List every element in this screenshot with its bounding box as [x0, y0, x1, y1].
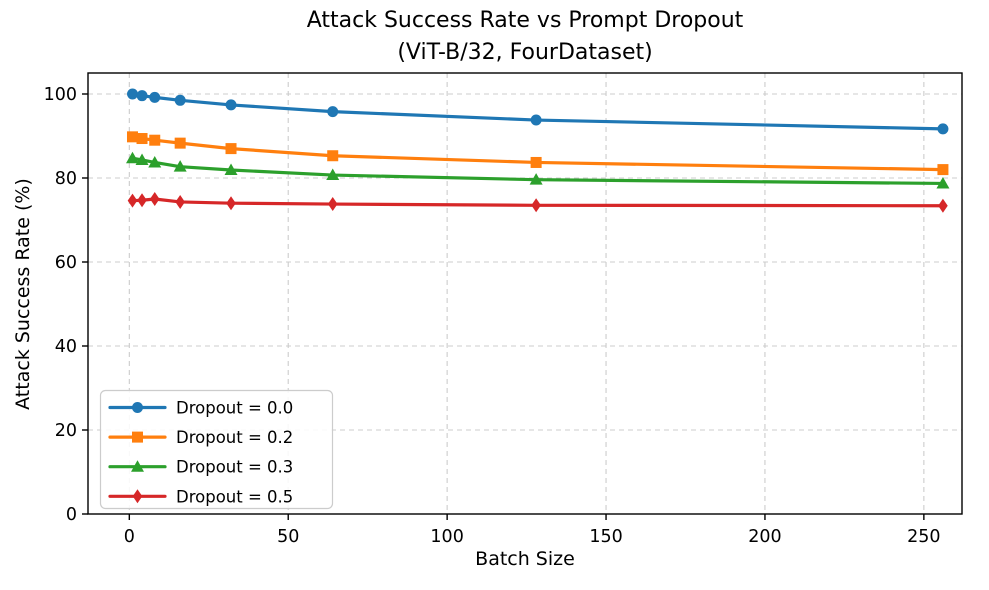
- data-point-triangle: [936, 176, 950, 189]
- data-point-triangle: [173, 160, 187, 172]
- data-point-square: [327, 150, 339, 162]
- data-point-circle: [136, 90, 148, 102]
- plot-frame: [87, 72, 963, 515]
- y-tick-labels: 0 20 40 60 80 100: [44, 85, 77, 525]
- legend: Dropout = 0.0 Dropout = 0.2 Dropout = 0.3 D…: [99, 389, 334, 510]
- data-point-triangle: [224, 163, 238, 176]
- x-axis-label: Batch Size: [475, 548, 575, 570]
- data-point-diamond: [175, 194, 185, 209]
- x-tick-labels: 0 50 100 150 200 250: [124, 527, 941, 547]
- series-dropout-0-3: [125, 151, 950, 189]
- data-point-square: [132, 431, 143, 443]
- y-tick-label: 80: [55, 169, 77, 189]
- data-point-circle: [530, 114, 542, 126]
- data-point-square: [530, 156, 542, 168]
- legend-label: Dropout = 0.3: [176, 458, 293, 477]
- x-tick-label: 150: [589, 527, 622, 547]
- series-dropout-0-5: [127, 192, 948, 213]
- chart-title-line-2: (ViT-B/32, FourDataset): [397, 40, 653, 65]
- data-point-triangle: [529, 173, 543, 185]
- y-tick-label: 100: [44, 85, 77, 105]
- y-axis-label: Attack Success Rate (%): [12, 178, 34, 410]
- chart-title-line-1: Attack Success Rate vs Prompt Dropout: [306, 8, 744, 33]
- data-point-square: [174, 137, 186, 149]
- y-tick-label: 60: [55, 253, 77, 273]
- data-point-triangle: [135, 153, 149, 165]
- data-point-triangle: [326, 168, 340, 181]
- data-point-diamond: [127, 193, 138, 208]
- x-tick-label: 50: [277, 527, 299, 547]
- data-point-circle: [149, 91, 161, 103]
- data-point-square: [937, 164, 949, 176]
- data-point-triangle: [131, 460, 144, 472]
- legend-entry-dropout-0-5: Dropout = 0.5: [108, 487, 293, 506]
- data-point-circle: [225, 99, 237, 111]
- legend-label: Dropout = 0.5: [176, 487, 293, 506]
- data-point-square: [225, 143, 237, 155]
- data-point-circle: [174, 94, 186, 106]
- data-point-diamond: [137, 193, 147, 208]
- legend-label: Dropout = 0.0: [176, 399, 293, 418]
- data-point-square: [126, 131, 138, 143]
- data-point-diamond: [938, 198, 948, 213]
- data-point-triangle: [148, 155, 162, 168]
- y-tick-label: 20: [55, 421, 77, 441]
- legend-box: [99, 389, 334, 510]
- legend-entry-dropout-0-2: Dropout = 0.2: [108, 428, 293, 447]
- x-tick-label: 100: [430, 527, 463, 547]
- data-point-diamond: [531, 198, 541, 213]
- legend-label: Dropout = 0.2: [176, 428, 293, 447]
- x-tick-label: 250: [907, 527, 940, 547]
- data-point-diamond: [226, 196, 236, 211]
- y-tick-label: 40: [55, 337, 77, 357]
- data-point-diamond: [327, 197, 338, 212]
- data-point-circle: [126, 88, 138, 100]
- y-tick-label: 0: [66, 505, 77, 525]
- data-point-triangle: [125, 151, 139, 164]
- data-point-diamond: [149, 192, 160, 206]
- series-dropout-0-2: [126, 131, 949, 176]
- legend-entry-dropout-0-0: Dropout = 0.0: [108, 399, 293, 418]
- legend-entry-dropout-0-3: Dropout = 0.3: [108, 458, 293, 477]
- axis-ticks: [82, 93, 925, 520]
- data-point-circle: [132, 402, 143, 413]
- x-tick-label: 0: [124, 527, 135, 547]
- data-point-square: [136, 133, 148, 145]
- data-point-circle: [937, 123, 949, 135]
- data-point-circle: [327, 106, 339, 118]
- series-dropout-0-0: [126, 88, 949, 135]
- data-point-square: [149, 134, 161, 146]
- data-point-diamond: [132, 489, 143, 504]
- x-tick-label: 200: [748, 527, 781, 547]
